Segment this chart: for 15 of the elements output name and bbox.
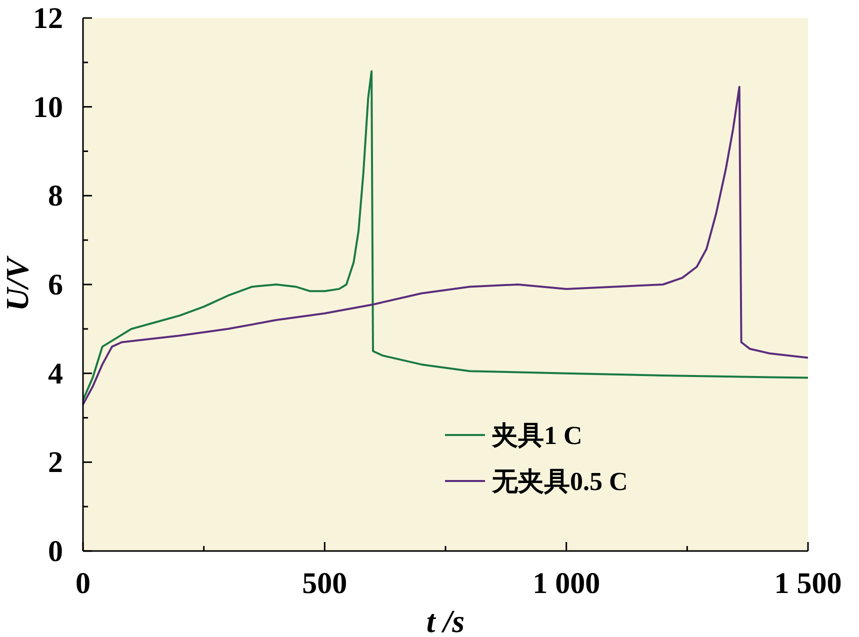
y-tick-label: 6	[48, 268, 63, 302]
x-axis-title: t /s	[426, 603, 465, 637]
y-tick-label: 4	[48, 357, 63, 390]
legend-label: 无夹具0.5 C	[491, 467, 628, 496]
y-tick-label: 8	[48, 180, 63, 213]
x-tick-label: 0	[76, 567, 90, 600]
x-tick-label: 1 000	[532, 567, 600, 600]
y-axis-title: U/V	[0, 255, 35, 312]
y-tick-label: 2	[48, 446, 63, 480]
x-tick-label: 500	[302, 567, 348, 600]
y-tick-label: 0	[48, 535, 63, 568]
y-tick-label: 12	[33, 2, 63, 35]
y-tick-label: 10	[33, 90, 63, 124]
legend-label: 夹具1 C	[491, 421, 582, 450]
x-tick-label: 1 500	[774, 567, 842, 600]
